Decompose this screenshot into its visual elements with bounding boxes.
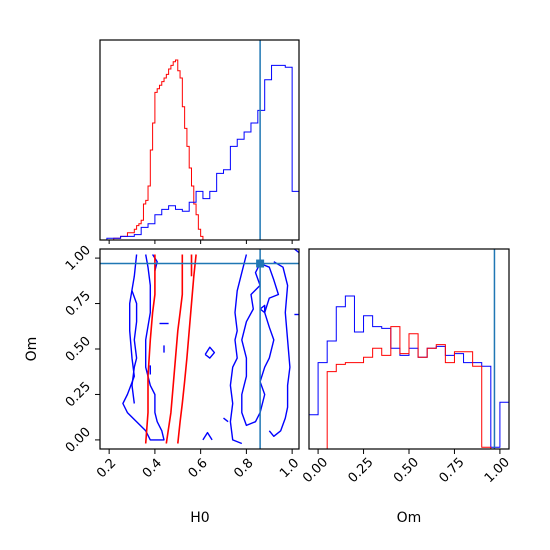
x-tick-label-2: 0.50	[391, 455, 422, 486]
x-axis-label-h0: H0	[190, 510, 209, 526]
contour-blue-12	[259, 304, 266, 314]
histogram-om-red	[309, 326, 509, 450]
contour-layer	[122, 249, 299, 445]
x-axis-label-om: Om	[397, 510, 422, 526]
contour-blue-6	[229, 254, 248, 445]
panel-contour-h0-om: 0.2 0.4 0.6 0.8 1.0 0.00 0.25 0.50 0.75 1.00	[63, 243, 302, 481]
x-tick-label-0: 0.00	[300, 455, 331, 486]
contour-blue-7	[241, 262, 280, 427]
contour-blue-11	[204, 346, 216, 359]
x-tick-label-2: 0.6	[186, 456, 211, 481]
contour-red-1	[165, 254, 184, 444]
panel-histogram-om: 0.00 0.25 0.50 0.75 1.00	[300, 248, 513, 486]
truth-marker	[256, 259, 265, 268]
x-tick-label-1: 0.25	[346, 455, 377, 486]
x-tick-label-4: 1.00	[482, 455, 513, 486]
contour-blue-0	[122, 254, 165, 441]
contour-blue-2	[131, 290, 138, 404]
panel-histogram-h0	[99, 39, 300, 244]
histogram-h0-red	[100, 59, 208, 241]
contour-red-2	[177, 254, 197, 444]
y-tick-label-0: 0.00	[63, 425, 94, 456]
y-tick-label-4: 1.00	[63, 243, 94, 274]
x-tick-label-3: 0.8	[231, 456, 256, 481]
x-tick-label-3: 0.75	[436, 455, 467, 486]
y-tick-label-3: 0.75	[63, 288, 94, 319]
plot-area	[100, 40, 299, 240]
histogram-h0-blue	[100, 64, 300, 241]
x-tick-label-4: 1.0	[277, 456, 302, 481]
y-tick-label-2: 0.50	[63, 334, 94, 365]
contour-blue-9	[202, 431, 213, 441]
y-axis-label-om: Om	[24, 337, 40, 362]
x-tick-label-0: 0.2	[94, 456, 119, 481]
contour-blue-14	[293, 249, 299, 254]
y-tick-label-1: 0.25	[63, 379, 94, 410]
contour-red-0	[144, 254, 156, 444]
contour-blue-10	[223, 417, 229, 423]
x-tick-label-1: 0.4	[140, 456, 165, 481]
panel-frame	[99, 39, 300, 241]
histogram-om-blue	[308, 295, 510, 449]
panel-frame	[99, 248, 300, 450]
contour-blue-8	[268, 261, 291, 437]
